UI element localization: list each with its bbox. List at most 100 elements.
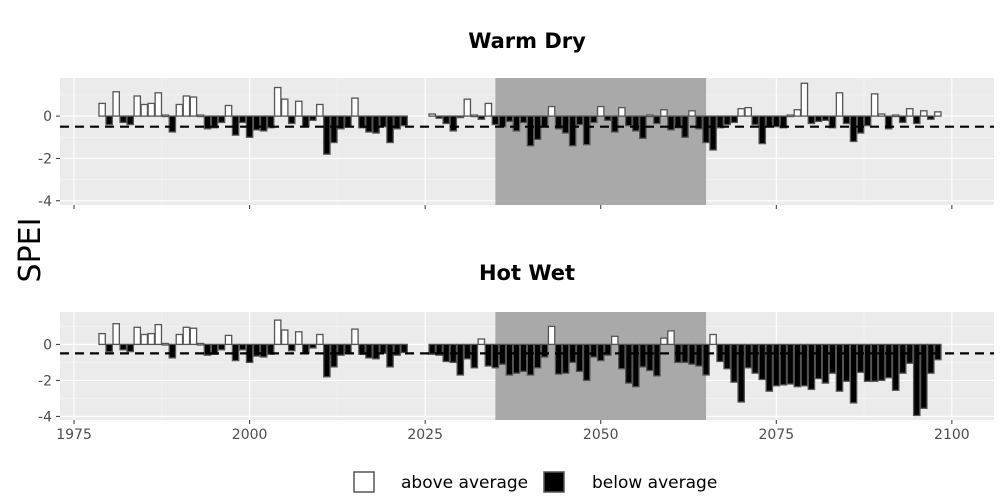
bar-below-average	[793, 343, 802, 388]
bar-above-average	[161, 114, 170, 118]
bar-below-average	[330, 343, 338, 368]
bar-below-average	[491, 343, 500, 369]
bar-below-average	[393, 343, 401, 356]
bar-below-average	[442, 115, 451, 125]
bar-below-average	[723, 115, 731, 126]
x-tick-label: 1975	[56, 427, 92, 443]
bar-below-average	[632, 343, 640, 388]
bar-above-average	[154, 323, 163, 346]
bar-below-average	[912, 115, 921, 125]
bar-below-average	[828, 343, 837, 374]
bar-below-average	[765, 343, 774, 392]
bar-above-average	[280, 98, 289, 117]
bar-below-average	[119, 343, 128, 351]
bar-below-average	[428, 343, 437, 355]
bar-above-average	[688, 110, 696, 117]
bar-below-average	[526, 343, 535, 376]
bar-above-average	[905, 108, 914, 117]
bar-above-average	[161, 342, 170, 346]
bar-below-average	[105, 115, 113, 126]
bar-below-average	[238, 115, 247, 124]
bar-below-average	[814, 115, 823, 123]
bar-above-average	[189, 96, 198, 117]
bar-below-average	[301, 343, 310, 355]
bar-above-average	[140, 333, 149, 346]
bar-below-average	[259, 343, 268, 358]
bar-below-average	[252, 115, 261, 131]
bar-above-average	[351, 328, 359, 346]
bar-above-average	[477, 338, 486, 346]
y-tick-label: 0	[43, 109, 52, 125]
bar-above-average	[934, 111, 942, 117]
bar-below-average	[400, 343, 408, 354]
bar-above-average	[428, 113, 437, 117]
bar-below-average	[849, 115, 858, 143]
bar-above-average	[182, 326, 191, 346]
bar-above-average	[470, 114, 479, 118]
bar-above-average	[484, 102, 493, 117]
bar-below-average	[919, 343, 928, 409]
bar-below-average	[821, 115, 830, 121]
bar-below-average	[386, 115, 394, 144]
bar-above-average	[744, 106, 753, 117]
bar-below-average	[252, 343, 261, 357]
bar-below-average	[821, 343, 830, 384]
bar-below-average	[449, 115, 458, 132]
bar-above-average	[786, 114, 795, 118]
bar-above-average	[175, 333, 184, 346]
bar-below-average	[603, 343, 612, 356]
bar-above-average	[189, 327, 198, 346]
legend-label-above: above average	[401, 473, 528, 493]
bar-below-average	[323, 115, 331, 155]
bar-below-average	[646, 343, 654, 372]
bar-below-average	[695, 115, 703, 130]
bar-below-average	[217, 343, 226, 351]
y-tick-label: -2	[38, 373, 52, 389]
bar-below-average	[365, 115, 373, 133]
bar-below-average	[765, 115, 774, 128]
bar-below-average	[835, 343, 844, 392]
bar-below-average	[554, 343, 563, 375]
bar-below-average	[695, 343, 703, 367]
bar-below-average	[512, 115, 521, 132]
bar-below-average	[203, 115, 212, 130]
bar-below-average	[344, 343, 352, 355]
bar-below-average	[751, 115, 760, 126]
bar-below-average	[856, 115, 865, 134]
panel-hot-wet: Hot Wet -4 -2 0 1975 2000 2025 2050 2075 2100	[38, 261, 994, 443]
bar-below-average	[737, 343, 745, 403]
bar-below-average	[168, 343, 177, 359]
bar-below-average	[926, 115, 935, 120]
bar-above-average	[709, 333, 717, 346]
bar-below-average	[435, 343, 444, 356]
bar-above-average	[154, 92, 163, 117]
bar-below-average	[758, 115, 767, 145]
bar-below-average	[898, 343, 907, 374]
bar-below-average	[842, 115, 851, 125]
bar-above-average	[175, 103, 184, 117]
bar-below-average	[168, 115, 177, 133]
bar-above-average	[660, 337, 668, 346]
panel-title-hot-wet: Hot Wet	[479, 261, 575, 285]
bar-above-average	[316, 333, 324, 346]
bar-above-average	[133, 95, 142, 117]
bar-above-average	[140, 103, 149, 117]
bar-below-average	[337, 115, 345, 130]
bar-below-average	[379, 343, 387, 355]
bar-below-average	[540, 343, 549, 358]
legend-key-below	[543, 471, 565, 493]
bar-below-average	[730, 343, 738, 383]
bar-below-average	[386, 343, 394, 368]
bar-below-average	[898, 115, 907, 124]
bar-below-average	[856, 343, 865, 373]
bar-below-average	[610, 115, 619, 133]
bar-below-average	[603, 115, 612, 121]
panel-warm-dry: Warm Dry -4 -2 0	[38, 29, 994, 210]
bar-above-average	[891, 114, 900, 118]
bar-below-average	[758, 343, 767, 381]
bar-above-average	[919, 110, 928, 117]
bar-below-average	[772, 115, 781, 128]
bar-below-average	[330, 115, 338, 144]
bar-below-average	[934, 343, 942, 361]
